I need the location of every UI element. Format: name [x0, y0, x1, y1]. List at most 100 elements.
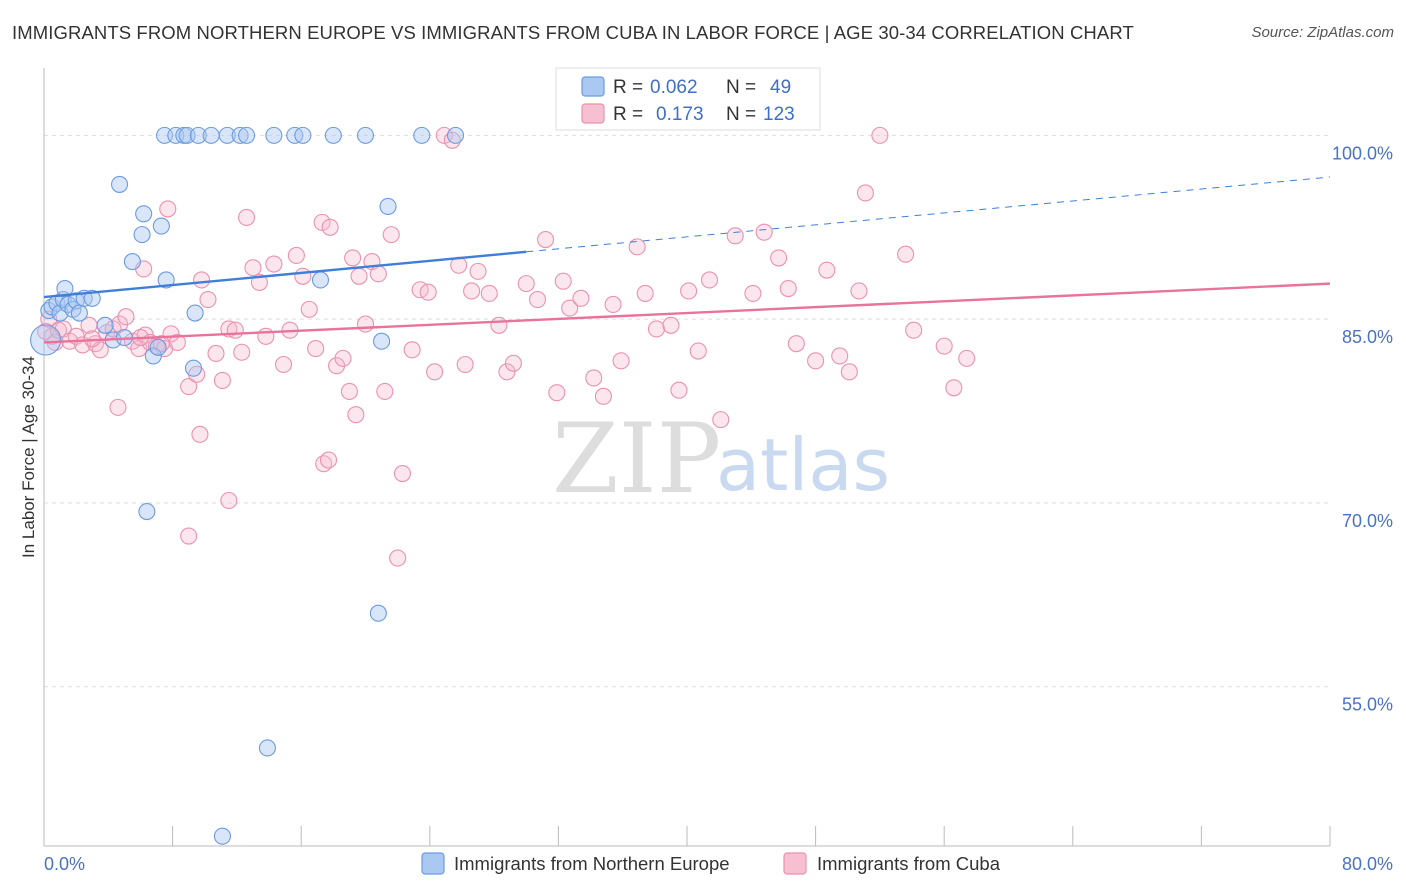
northern-europe-point-47 — [413, 126, 431, 144]
northern-europe-point-33 — [369, 604, 387, 622]
cuba-point-26 — [192, 271, 211, 289]
legend-n-value-2: 123 — [763, 104, 795, 125]
cuba-point-33 — [237, 208, 256, 227]
cuba-point-65 — [463, 282, 481, 300]
x-tick-labels: 0.0% 80.0% — [44, 854, 1393, 874]
cuba-point-55 — [382, 226, 400, 244]
bottom-legend: Immigrants from Northern Europe Immigran… — [421, 852, 1001, 875]
northern-europe-point-41 — [218, 126, 236, 144]
bottom-legend-label-blue: Immigrants from Northern Europe — [454, 853, 730, 874]
cuba-point-51 — [356, 315, 375, 333]
cuba-point-36 — [257, 327, 275, 345]
trend-lines — [43, 176, 1331, 344]
cuba-point-111 — [109, 398, 127, 416]
cuba-point-97 — [807, 352, 825, 370]
cuba-point-50 — [350, 267, 368, 285]
cuba-point-69 — [498, 363, 516, 381]
northern-europe-point-6 — [56, 279, 74, 298]
cuba-point-40 — [287, 246, 305, 265]
bottom-legend-label-pink: Immigrants from Cuba — [817, 853, 1001, 874]
cuba-point-94 — [770, 249, 788, 267]
cuba-point-70 — [504, 354, 522, 372]
cuba-point-67 — [480, 284, 498, 302]
cuba-point-83 — [636, 284, 654, 302]
cuba-point-91 — [726, 227, 744, 245]
northern-europe-point-24 — [138, 502, 156, 521]
source-label: Source: ZipAtlas.com — [1251, 24, 1394, 41]
cuba-point-87 — [680, 282, 698, 300]
y-tick-labels: 100.0% 85.0% 70.0% 55.0% — [1332, 143, 1393, 714]
cuba-point-80 — [604, 295, 622, 314]
y-axis-label: In Labor Force | Age 30-34 — [19, 356, 38, 558]
cuba-point-44 — [313, 213, 331, 231]
cuba-point-64 — [456, 355, 474, 374]
legend: R = 0.062 N = 49 R = 0.173 N = 123 — [555, 67, 821, 131]
cuba-point-15 — [117, 308, 135, 326]
x-ticks — [43, 826, 1331, 846]
legend-r-value-1: 0.062 — [650, 77, 698, 98]
legend-r-value-2: 0.173 — [656, 104, 704, 125]
legend-swatch-pink — [581, 103, 605, 124]
cuba-point-112 — [191, 425, 209, 443]
cuba-point-82 — [628, 238, 646, 256]
northern-europe-point-48 — [446, 126, 465, 144]
northern-europe-trend-extension — [526, 176, 1331, 253]
cuba-point-85 — [662, 316, 680, 334]
cuba-point-38 — [274, 355, 293, 374]
cuba-point-74 — [548, 384, 566, 402]
cuba-point-73 — [536, 230, 555, 249]
northern-europe-point-20 — [152, 217, 170, 235]
series-cuba-points — [37, 126, 976, 567]
northern-europe-point-31 — [356, 126, 375, 144]
cuba-point-24 — [180, 378, 198, 396]
cuba-point-93 — [755, 223, 773, 241]
northern-europe-trend-line — [43, 250, 527, 299]
cuba-point-31 — [226, 321, 244, 339]
cuba-point-53 — [369, 265, 387, 283]
x-tick-label-0: 0.0% — [44, 854, 85, 874]
gridlines — [44, 134, 1330, 688]
cuba-point-107 — [945, 379, 963, 397]
cuba-point-29 — [213, 371, 231, 389]
cuba-point-78 — [585, 369, 603, 387]
northern-europe-point-25 — [186, 304, 204, 322]
legend-n-value-1: 49 — [770, 77, 791, 98]
cuba-point-103 — [871, 126, 889, 144]
cuba-point-76 — [561, 299, 579, 317]
cuba-point-109 — [159, 200, 177, 218]
cuba-point-105 — [905, 321, 923, 339]
cuba-point-77 — [572, 289, 590, 307]
y-tick-label-0: 100.0% — [1332, 143, 1393, 163]
cuba-point-89 — [700, 271, 719, 289]
watermark-atlas: atlas — [716, 423, 890, 507]
northern-europe-point-45 — [294, 126, 312, 144]
northern-europe-point-42 — [231, 126, 249, 144]
cuba-point-98 — [818, 261, 836, 279]
northern-europe-point-12 — [83, 289, 101, 307]
y-tick-label-1: 85.0% — [1342, 327, 1393, 347]
northern-europe-point-21 — [157, 271, 175, 289]
cuba-point-66 — [469, 262, 487, 280]
cuba-point-79 — [594, 387, 612, 405]
northern-europe-point-39 — [189, 126, 207, 144]
cuba-trend-line — [43, 282, 1331, 344]
northern-europe-point-32 — [379, 197, 397, 215]
cuba-point-47 — [334, 349, 352, 367]
cuba-point-72 — [528, 291, 547, 309]
cuba-point-104 — [897, 245, 915, 263]
cuba-point-101 — [850, 282, 868, 300]
cuba-point-59 — [419, 283, 437, 301]
northern-europe-point-19 — [123, 253, 141, 271]
legend-swatch-blue — [581, 76, 605, 97]
cuba-point-27 — [199, 291, 217, 309]
cuba-point-95 — [779, 279, 797, 298]
cuba-point-43 — [307, 340, 325, 358]
northern-europe-point-17 — [135, 205, 153, 223]
y-tick-label-3: 55.0% — [1342, 695, 1393, 715]
cuba-point-86 — [670, 381, 688, 399]
cuba-point-42 — [300, 300, 318, 318]
legend-r-label-1: R = — [613, 77, 643, 98]
cuba-point-84 — [647, 320, 666, 338]
cuba-point-41 — [294, 267, 312, 285]
northern-europe-point-10 — [70, 304, 88, 322]
